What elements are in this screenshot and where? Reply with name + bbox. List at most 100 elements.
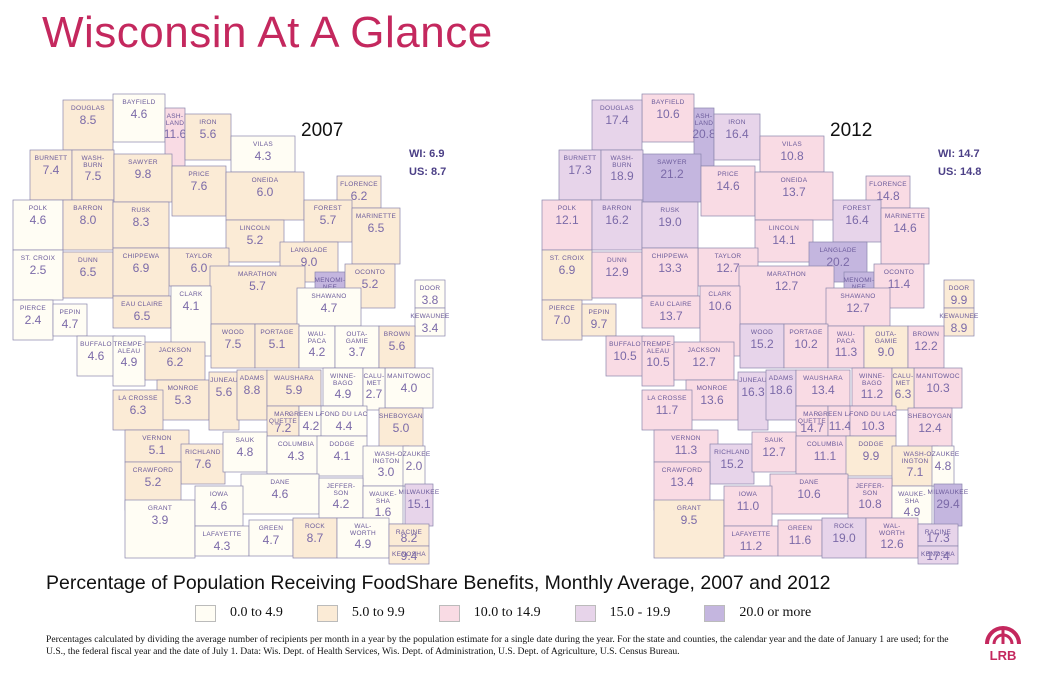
county-shape bbox=[795, 369, 851, 407]
county-value-label: 5.6 bbox=[389, 339, 406, 353]
county-name-label: PEPIN bbox=[59, 309, 80, 316]
county-name-label: OCONTO bbox=[355, 269, 385, 276]
county-value-label: 20.8 bbox=[692, 127, 716, 141]
county-value-label: 3.9 bbox=[152, 513, 169, 527]
county-shape bbox=[653, 429, 719, 463]
county-name-label: WASH-INGTON bbox=[902, 451, 929, 465]
county-value-label: 14.6 bbox=[716, 179, 740, 193]
county-value-label: 13.3 bbox=[658, 261, 682, 275]
county-shape bbox=[917, 545, 959, 565]
county-name-label: BUFFALO bbox=[609, 341, 641, 348]
county-value-label: 4.7 bbox=[62, 317, 79, 331]
county-shape bbox=[362, 445, 410, 487]
county-shape bbox=[351, 207, 401, 265]
county-value-label: 6.5 bbox=[368, 221, 385, 235]
county-name-label: LINCOLN bbox=[769, 225, 799, 232]
legend-swatch bbox=[574, 604, 596, 622]
county-name-label: COLUMBIA bbox=[278, 441, 315, 448]
county-shape bbox=[62, 199, 114, 251]
county-value-label: 14.1 bbox=[772, 233, 796, 247]
county-name-label: VILAS bbox=[782, 141, 802, 148]
county-name-label: CHIPPEWA bbox=[123, 253, 160, 260]
wi-rate-2007: WI: 6.9 bbox=[409, 148, 445, 160]
county-shape bbox=[933, 483, 963, 527]
county-value-label: 5.2 bbox=[145, 475, 162, 489]
county-shape bbox=[240, 473, 320, 515]
county-name-label: KEWAUNEE bbox=[939, 313, 979, 320]
county-name-label: WAU-PACA bbox=[308, 331, 327, 345]
county-name-label: OUTA-GAMIE bbox=[875, 331, 898, 345]
county-name-label: MARATHON bbox=[767, 271, 806, 278]
county-value-label: 8.9 bbox=[951, 321, 968, 335]
county-name-label: FOREST bbox=[314, 205, 342, 212]
county-shape bbox=[943, 307, 975, 337]
legend-label: 10.0 to 14.9 bbox=[473, 605, 541, 620]
county-value-label: 10.3 bbox=[926, 381, 950, 395]
county-name-label: OCONTO bbox=[884, 269, 914, 276]
county-name-label: MONROE bbox=[167, 385, 198, 392]
county-name-label: DUNN bbox=[607, 257, 627, 264]
legend-label: 5.0 to 9.9 bbox=[351, 605, 405, 620]
county-name-label: ADAMS bbox=[769, 375, 794, 382]
county-name-label: RUSK bbox=[131, 207, 151, 214]
county-shape bbox=[292, 517, 338, 559]
county-value-label: 10.6 bbox=[708, 299, 732, 313]
county-value-label: 10.8 bbox=[780, 149, 804, 163]
county-shape bbox=[62, 251, 114, 299]
county-value-label: 13.4 bbox=[811, 383, 835, 397]
county-name-label: DUNN bbox=[78, 257, 98, 264]
county-value-label: 12.7 bbox=[846, 301, 870, 315]
county-value-label: 21.2 bbox=[660, 167, 684, 181]
county-value-label: 11.3 bbox=[835, 345, 858, 359]
county-name-label: IRON bbox=[199, 119, 216, 126]
county-value-label: 4.6 bbox=[211, 499, 228, 513]
county-value-label: 5.7 bbox=[320, 213, 337, 227]
county-shape bbox=[320, 405, 368, 437]
county-name-label: WINNE-BAGO bbox=[859, 373, 885, 387]
county-shape bbox=[29, 149, 73, 201]
county-name-label: SAWYER bbox=[128, 159, 158, 166]
county-value-label: 3.0 bbox=[378, 465, 395, 479]
county-shape bbox=[821, 517, 867, 559]
county-shape bbox=[673, 341, 735, 381]
county-name-label: MAR-QUETTE bbox=[798, 411, 827, 425]
county-name-label: IRON bbox=[728, 119, 745, 126]
county-value-label: 6.3 bbox=[130, 403, 147, 417]
county-value-label: 4.1 bbox=[334, 449, 351, 463]
county-value-label: 17.3 bbox=[926, 531, 950, 545]
county-name-label: BROWN bbox=[384, 331, 410, 338]
county-name-label: ROCK bbox=[834, 523, 854, 530]
county-value-label: 14.8 bbox=[876, 189, 900, 203]
us-rate-2007: US: 8.7 bbox=[409, 166, 447, 178]
county-shape bbox=[112, 335, 146, 387]
county-name-label: RUSK bbox=[660, 207, 680, 214]
county-name-label: BAYFIELD bbox=[122, 99, 155, 106]
